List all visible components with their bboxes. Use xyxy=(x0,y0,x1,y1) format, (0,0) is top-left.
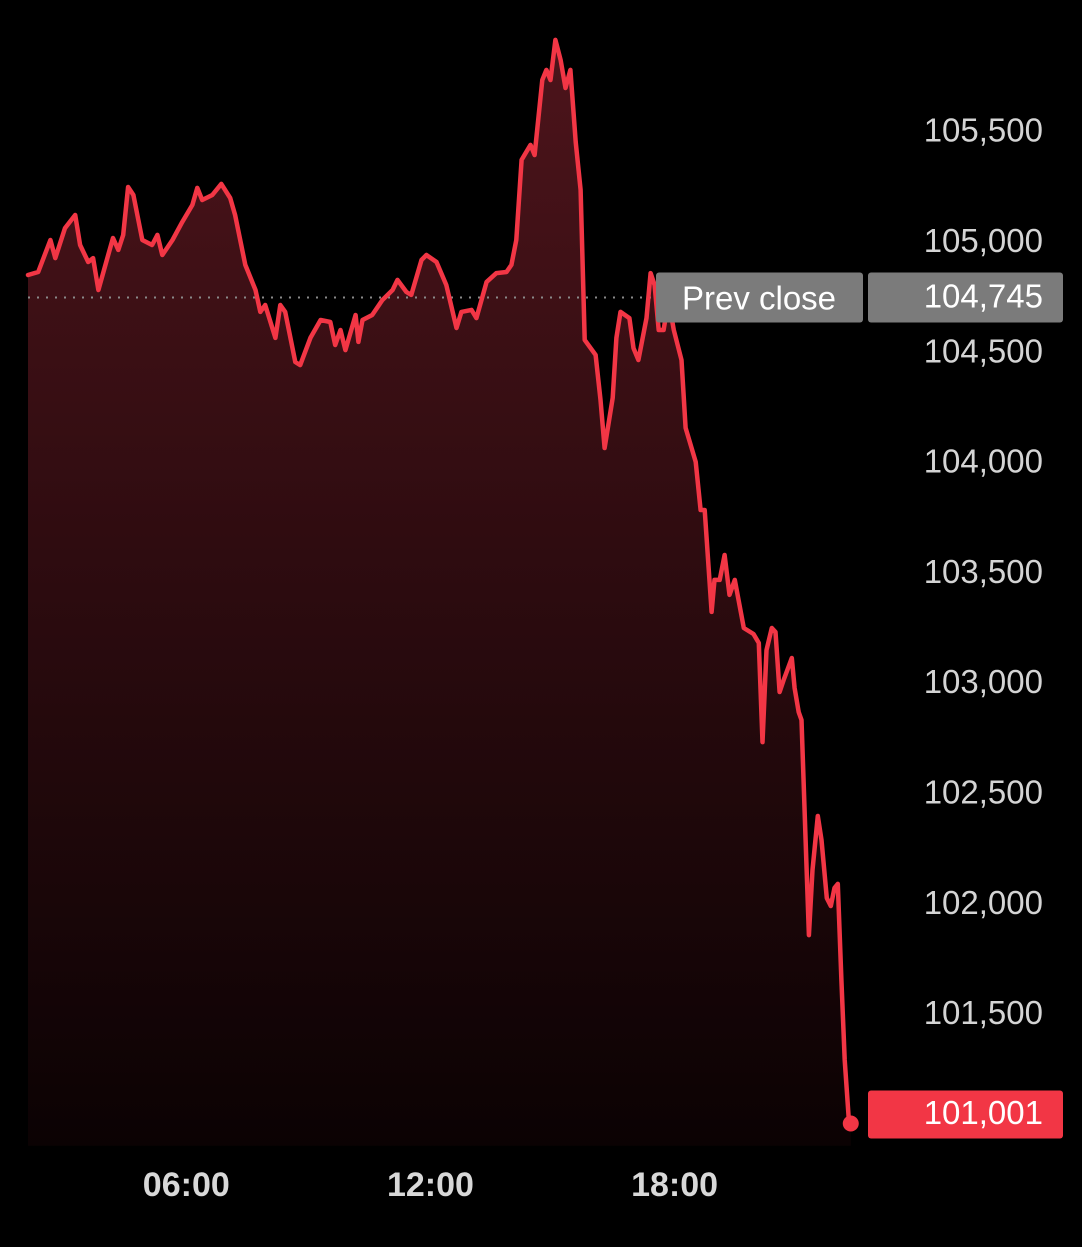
prev-close-value: 104,745 xyxy=(924,277,1043,314)
area-fill xyxy=(28,39,851,1146)
x-tick-label: 18:00 xyxy=(631,1166,718,1204)
x-tick-label: 12:00 xyxy=(387,1166,474,1204)
prev-close-value-box xyxy=(868,272,1063,323)
prev-close-label-box xyxy=(656,272,863,323)
x-tick-label: 06:00 xyxy=(143,1166,230,1204)
y-tick-label: 101,500 xyxy=(924,994,1043,1031)
y-tick-label: 104,500 xyxy=(924,332,1043,369)
y-tick-label: 105,000 xyxy=(924,222,1043,259)
y-tick-label: 102,500 xyxy=(924,774,1043,811)
last-price-label: 101,001 xyxy=(924,1094,1043,1131)
last-price-box xyxy=(868,1090,1063,1139)
y-tick-label: 102,000 xyxy=(924,884,1043,921)
y-tick-label: 103,000 xyxy=(924,663,1043,700)
y-tick-label: 104,000 xyxy=(924,443,1043,480)
price-line xyxy=(25,37,854,1126)
last-point xyxy=(842,1115,859,1132)
prev-close-label: Prev close xyxy=(682,279,836,316)
y-tick-label: 105,500 xyxy=(924,112,1043,149)
y-tick-label: 103,500 xyxy=(924,553,1043,590)
